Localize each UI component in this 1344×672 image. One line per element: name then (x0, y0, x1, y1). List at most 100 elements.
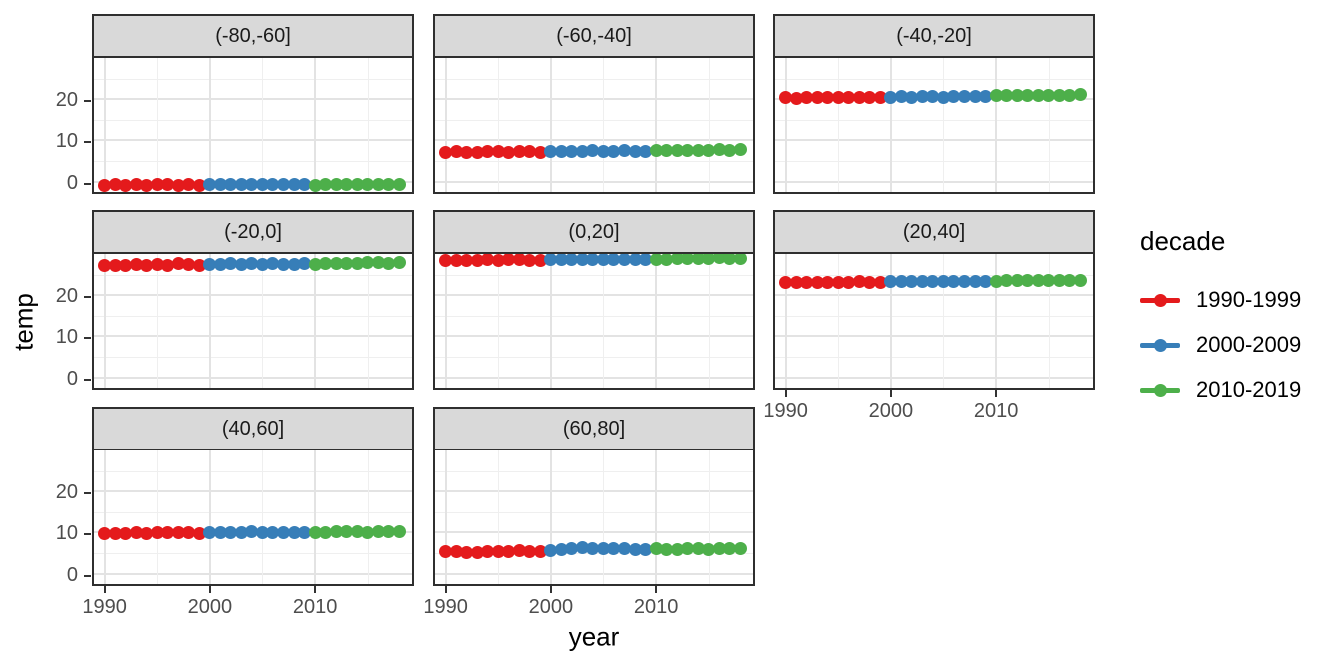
gridline-major-x (995, 58, 998, 192)
y-axis-tick (84, 574, 91, 577)
data-point (905, 274, 919, 288)
gridline-minor-y (94, 511, 412, 513)
gridline-minor-y (435, 511, 753, 513)
data-point (733, 542, 747, 556)
data-point (308, 525, 322, 539)
facet-strip: (-20,0] (92, 210, 414, 254)
gridline-minor-y (775, 78, 1093, 80)
data-point (989, 89, 1003, 103)
data-point (150, 258, 164, 272)
legend-entry: 1990-1999 (1140, 287, 1340, 312)
gridline-major-y (775, 294, 1093, 297)
data-point (852, 91, 866, 105)
y-axis-tick-label: 20 (55, 481, 78, 504)
data-point (852, 275, 866, 289)
gridline-major-y (435, 180, 753, 183)
legend: decade 1990-1999 2000-2009 2010-2019 (1140, 226, 1340, 424)
data-point (533, 145, 547, 159)
gridline-major-x (549, 254, 552, 388)
data-point (108, 259, 122, 273)
x-axis-tick-label: 2000 (187, 596, 233, 618)
data-point (607, 144, 621, 158)
data-point (586, 254, 600, 266)
data-point (481, 145, 495, 159)
data-point (831, 91, 845, 105)
facet-panel (433, 254, 755, 390)
data-point (140, 526, 154, 540)
facet-strip-label: (0,20] (568, 220, 620, 243)
facet-strip: (20,40] (773, 210, 1095, 254)
y-axis-tick (84, 378, 91, 381)
data-point (565, 542, 579, 556)
data-point (712, 143, 726, 157)
gridline-major-x (784, 254, 787, 388)
data-point (502, 254, 516, 267)
facet-panel (92, 254, 414, 390)
gridline-major-x (103, 58, 106, 192)
data-point (308, 257, 322, 271)
gridline-minor-x (367, 254, 369, 388)
data-point (926, 274, 940, 288)
data-point (565, 145, 579, 159)
data-point (129, 178, 143, 192)
data-point (308, 178, 322, 192)
data-point (512, 544, 526, 558)
facet-panel (773, 254, 1095, 390)
gridline-minor-y (775, 161, 1093, 163)
data-point (329, 257, 343, 271)
data-point (245, 178, 259, 192)
data-point (213, 525, 227, 539)
data-point (245, 257, 259, 271)
data-point (350, 178, 364, 192)
data-point (723, 254, 737, 265)
x-axis-tick-label: 2000 (868, 400, 914, 422)
data-point (554, 543, 568, 557)
data-point (203, 526, 217, 540)
gridline-minor-x (157, 450, 159, 584)
data-point (1042, 273, 1056, 287)
facet-strip-label: (60,80] (562, 417, 626, 440)
data-point (329, 525, 343, 539)
x-axis-tick-label: 1990 (82, 596, 127, 618)
data-point (628, 144, 642, 158)
data-point (439, 254, 453, 267)
data-point (800, 91, 814, 105)
gridline-minor-y (435, 357, 753, 359)
gridline-minor-x (708, 58, 710, 192)
gridline-minor-y (94, 470, 412, 472)
x-axis-tick (549, 586, 552, 593)
data-point (277, 525, 291, 539)
gridline-major-y (435, 572, 753, 575)
data-point (968, 89, 982, 103)
y-axis-tick-label: 10 (55, 130, 78, 153)
y-axis-tick (84, 141, 91, 144)
gridline-minor-y (94, 78, 412, 80)
gridline-major-y (775, 335, 1093, 338)
data-point (224, 178, 238, 192)
data-point (119, 258, 133, 272)
x-axis-tick (889, 390, 892, 397)
legend-entry: 2000-2009 (1140, 332, 1340, 357)
data-point (660, 542, 674, 556)
data-point (491, 254, 505, 267)
data-point (182, 257, 196, 271)
data-point (1063, 88, 1077, 102)
data-point (439, 145, 453, 159)
data-point (350, 525, 364, 539)
data-point (224, 257, 238, 271)
data-point (544, 144, 558, 158)
data-point (958, 274, 972, 288)
gridline-major-x (444, 254, 447, 388)
data-point (460, 254, 474, 268)
data-point (182, 178, 196, 192)
data-point (161, 258, 175, 272)
data-point (618, 144, 632, 158)
y-axis-tick-label: 10 (55, 326, 78, 349)
gridline-minor-y (435, 119, 753, 121)
y-axis-tick (84, 492, 91, 495)
x-axis-tick (208, 586, 211, 593)
data-point (979, 90, 993, 104)
gridline-major-x (208, 58, 211, 192)
data-point (533, 544, 547, 558)
gridline-minor-x (603, 254, 605, 388)
